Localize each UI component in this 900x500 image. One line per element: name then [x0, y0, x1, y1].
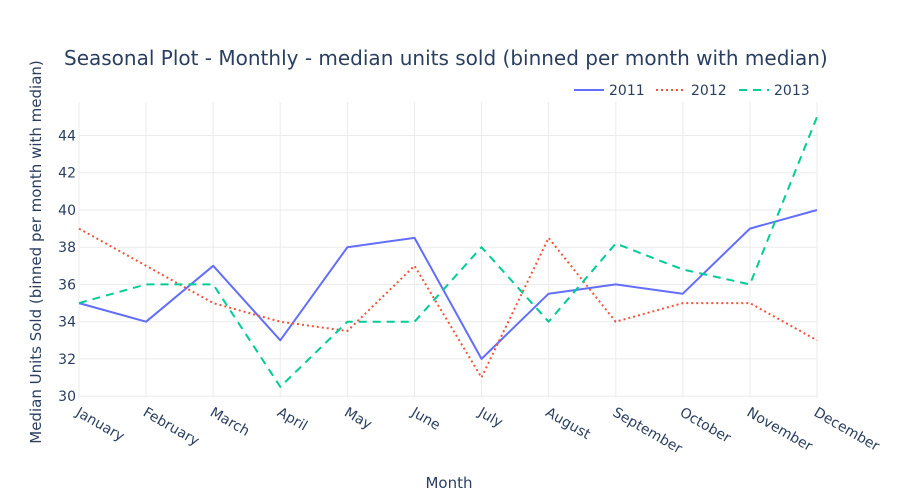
series-lines — [78, 116, 818, 388]
y-tick-label: 40 — [58, 203, 76, 219]
y-tick-label: 30 — [58, 389, 76, 405]
x-tick-label: March — [207, 405, 252, 440]
legend[interactable]: 2011 2012 2013 — [574, 83, 810, 99]
x-tick-label: September — [610, 405, 685, 458]
legend-label-2011[interactable]: 2011 — [609, 83, 645, 99]
series-line-2013 — [78, 116, 818, 388]
series-line-2012 — [78, 227, 818, 379]
chart-title: Seasonal Plot - Monthly - median units s… — [64, 46, 828, 70]
y-tick-label: 38 — [58, 240, 76, 256]
x-axis-ticks: January February March April May June July Augu… — [72, 404, 882, 457]
y-tick-label: 32 — [58, 352, 76, 368]
legend-label-2012[interactable]: 2012 — [691, 83, 727, 99]
y-axis-ticks: 30 32 34 36 38 40 42 44 — [58, 129, 76, 406]
x-tick-label: January — [72, 404, 127, 445]
x-tick-label: June — [408, 404, 443, 434]
x-tick-label: February — [140, 405, 202, 450]
x-tick-label: May — [341, 405, 374, 433]
x-tick-label: October — [677, 405, 734, 447]
x-tick-label: August — [543, 405, 594, 444]
x-tick-label: November — [744, 405, 815, 455]
y-axis-title: Median Units Sold (binned per month with… — [27, 60, 45, 443]
y-tick-label: 44 — [58, 129, 76, 145]
y-tick-label: 42 — [58, 166, 76, 182]
y-tick-label: 34 — [58, 315, 76, 331]
x-tick-label: April — [274, 405, 310, 435]
x-axis-title: Month — [425, 474, 472, 492]
series-line-2011 — [78, 209, 818, 360]
x-tick-label: December — [811, 405, 882, 455]
y-tick-label: 36 — [58, 277, 76, 293]
gridlines — [78, 102, 818, 398]
legend-label-2013[interactable]: 2013 — [774, 83, 810, 99]
x-tick-label: July — [475, 404, 506, 431]
